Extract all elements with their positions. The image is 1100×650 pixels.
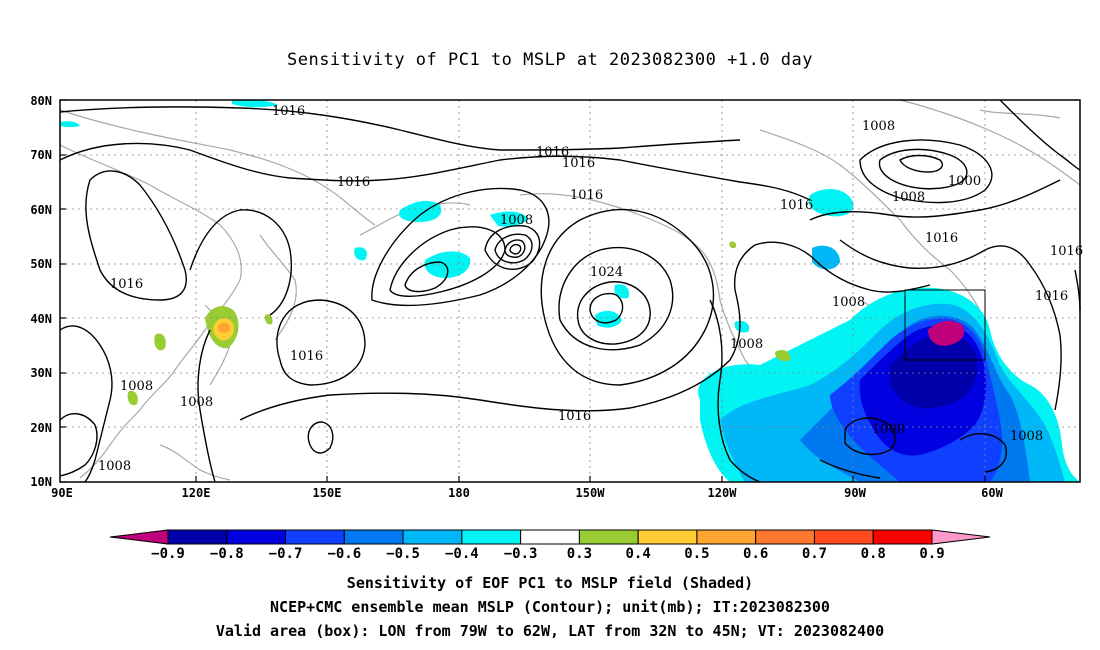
lat-label: 50N (30, 257, 52, 271)
colorbar-label: 0.9 (919, 546, 944, 562)
lon-label: 120E (182, 486, 211, 500)
lon-label: 90E (51, 486, 73, 500)
contour-label: 1016 (1035, 289, 1068, 304)
caption-line-2: NCEP+CMC ensemble mean MSLP (Contour); u… (270, 598, 830, 616)
contour-label: 1008 (120, 379, 153, 394)
colorbar-box (578, 529, 639, 545)
map-frame (59, 99, 1081, 483)
colorbar: −0.9 −0.8 −0.7 −0.6 −0.5 −0.4 −0.3 0.3 0.4 0.5 0.6… (109, 529, 991, 562)
grid-lines (60, 100, 1080, 482)
contour-label: 1008 (832, 295, 865, 310)
colorbar-label: −0.7 (269, 546, 303, 562)
lon-label: 180 (448, 486, 470, 500)
contour-label: 1016 (570, 188, 603, 203)
latitude-labels: 80N 70N 60N 50N 40N 30N 20N 10N (30, 94, 52, 489)
colorbar-box (285, 529, 345, 545)
colorbar-label: 0.5 (684, 546, 709, 562)
map-area: 1016 1016 1016 1016 1016 1008 1016 1024 … (59, 99, 1083, 483)
colorbar-right-triangle (931, 529, 991, 545)
colorbar-label: −0.4 (445, 546, 479, 562)
contour-label: 1016 (536, 145, 569, 160)
lon-label: 150E (313, 486, 342, 500)
caption-line-3: Valid area (box): LON from 79W to 62W, L… (215, 622, 885, 640)
lat-label: 20N (30, 421, 52, 435)
contour-label: 1016 (290, 349, 323, 364)
colorbar-label: 0.8 (861, 546, 886, 562)
lon-label: 150W (576, 486, 606, 500)
lon-label: 60W (981, 486, 1003, 500)
caption-line-1: Sensitivity of EOF PC1 to MSLP field (Sh… (346, 574, 754, 592)
colorbar-label: 0.7 (802, 546, 827, 562)
colorbar-box (226, 529, 287, 545)
contour-label: 1016 (925, 231, 958, 246)
colorbar-box (872, 529, 933, 545)
colorbar-label: 0.3 (567, 546, 592, 562)
colorbar-label: −0.6 (327, 546, 361, 562)
longitude-labels: 90E 120E 150E 180 150W 120W 90W 60W (51, 486, 1003, 500)
colorbar-box (637, 529, 698, 545)
contour-label: 1008 (892, 190, 925, 205)
contour-label: 1016 (337, 175, 370, 190)
colorbar-label: −0.3 (504, 546, 538, 562)
contour-label: 1008 (872, 422, 905, 437)
lon-label: 120W (708, 486, 738, 500)
map-title: Sensitivity of PC1 to MSLP at 2023082300… (286, 50, 813, 70)
contour-label: 1016 (272, 104, 305, 119)
colorbar-box (520, 529, 580, 545)
colorbar-label: −0.8 (210, 546, 244, 562)
lat-label: 10N (30, 475, 52, 489)
contour-label: 1016 (1050, 244, 1083, 259)
lat-label: 80N (30, 94, 52, 108)
colorbar-box (813, 529, 874, 545)
colorbar-box (167, 529, 228, 545)
contour-label: 1016 (780, 198, 813, 213)
lat-label: 30N (30, 366, 52, 380)
colorbar-label: −0.5 (386, 546, 420, 562)
contour-label: 1008 (730, 337, 763, 352)
contour-label: 1016 (110, 277, 143, 292)
contour-label: 1008 (180, 395, 213, 410)
mslp-contours (59, 99, 1081, 483)
colorbar-box (402, 529, 463, 545)
colorbar-box (343, 529, 404, 545)
contour-label: 1008 (500, 213, 533, 228)
positive-sensitivity-shading (127, 241, 791, 406)
lon-label: 90W (844, 486, 866, 500)
lat-label: 40N (30, 312, 52, 326)
lat-label: 60N (30, 203, 52, 217)
contour-label: 1008 (98, 459, 131, 474)
contour-label: 1000 (948, 174, 981, 189)
colorbar-left-triangle (109, 529, 169, 545)
colorbar-box (755, 529, 815, 545)
tick-marks (60, 99, 986, 483)
contour-label: 1016 (558, 409, 591, 424)
colorbar-label: 0.4 (626, 546, 651, 562)
contour-label: 1008 (862, 119, 895, 134)
colorbar-label: −0.9 (151, 546, 185, 562)
contour-labels: 1016 1016 1016 1016 1016 1008 1016 1024 … (98, 104, 1083, 474)
contour-label: 1008 (1010, 429, 1043, 444)
contour-label: 1024 (590, 265, 623, 280)
colorbar-label: 0.6 (743, 546, 768, 562)
colorbar-box (696, 529, 757, 545)
lat-label: 70N (30, 148, 52, 162)
contour-label: 1016 (562, 156, 595, 171)
colorbar-box (461, 529, 522, 545)
